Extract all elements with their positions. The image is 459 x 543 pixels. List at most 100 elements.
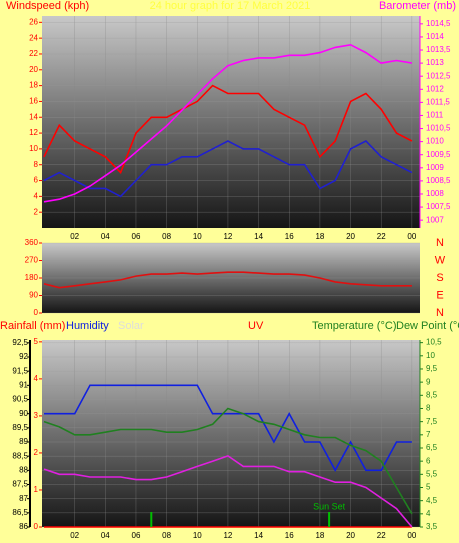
legend-label: Humidity bbox=[66, 320, 109, 332]
y-tick-label: 3,5 bbox=[426, 522, 438, 531]
compass-label: N bbox=[436, 237, 444, 249]
y-tick-label: 6 bbox=[426, 456, 431, 465]
x-tick-label: 06 bbox=[132, 232, 141, 241]
y-tick-label: 1009 bbox=[426, 163, 444, 172]
y-tick-label: 0 bbox=[34, 522, 39, 531]
x-tick-label: 22 bbox=[377, 531, 386, 540]
y-tick-label: 2 bbox=[34, 207, 39, 216]
y-tick-label: 92 bbox=[19, 352, 28, 361]
y-tick-label: 1007,5 bbox=[426, 202, 451, 211]
y-tick-label: 87 bbox=[19, 494, 28, 503]
y-tick-label: 87,5 bbox=[12, 480, 28, 489]
y-tick-label: 1013,5 bbox=[426, 45, 451, 54]
y-tick-label: 9 bbox=[426, 377, 431, 386]
annotation: Sun Set bbox=[313, 501, 346, 511]
series-line bbox=[43, 455, 413, 528]
legend-label: Temperature (°C) bbox=[312, 320, 396, 332]
y-tick-label: 1009,5 bbox=[426, 150, 451, 159]
y-tick-label: 1011,5 bbox=[426, 97, 450, 106]
y-tick-label: 9,5 bbox=[426, 364, 438, 373]
x-tick-label: 22 bbox=[377, 232, 386, 241]
y-tick-label: 18 bbox=[29, 81, 38, 90]
x-tick-label: 00 bbox=[407, 531, 416, 540]
wind-label: Windspeed (kph) bbox=[6, 0, 89, 12]
x-tick-label: 04 bbox=[101, 531, 110, 540]
y-tick-label: 22 bbox=[29, 49, 38, 58]
x-tick-label: 16 bbox=[285, 232, 294, 241]
y-tick-label: 90 bbox=[29, 291, 38, 300]
y-tick-label: 20 bbox=[29, 65, 38, 74]
y-tick-label: 91,5 bbox=[12, 366, 28, 375]
y-tick-label: 1011 bbox=[426, 111, 444, 120]
y-tick-label: 3 bbox=[34, 411, 39, 420]
y-tick-label: 6 bbox=[34, 176, 39, 185]
y-tick-label: 14 bbox=[29, 112, 38, 121]
y-tick-label: 5 bbox=[34, 337, 39, 346]
y-tick-label: 1010,5 bbox=[426, 124, 451, 133]
y-tick-label: 1012,5 bbox=[426, 71, 451, 80]
y-tick-label: 7 bbox=[426, 430, 431, 439]
y-tick-label: 270 bbox=[25, 256, 39, 265]
x-tick-label: 14 bbox=[254, 531, 263, 540]
y-tick-label: 8,5 bbox=[426, 390, 438, 399]
series-line bbox=[43, 43, 413, 203]
y-tick-label: 1008,5 bbox=[426, 176, 451, 185]
y-tick-label: 86 bbox=[19, 522, 28, 531]
baro-label: Barometer (mb) bbox=[379, 0, 456, 12]
y-tick-label: 7,5 bbox=[426, 417, 438, 426]
x-tick-label: 00 bbox=[407, 232, 416, 241]
y-tick-label: 10,5 bbox=[426, 338, 442, 347]
series-line bbox=[43, 84, 413, 175]
compass-label: N bbox=[436, 307, 444, 319]
y-tick-label: 26 bbox=[29, 17, 38, 26]
plot-area bbox=[42, 16, 420, 228]
y-tick-label: 5,5 bbox=[426, 469, 438, 478]
x-tick-label: 08 bbox=[162, 531, 171, 540]
y-tick-label: 1 bbox=[34, 485, 39, 494]
y-tick-label: 90,5 bbox=[12, 395, 28, 404]
y-tick-label: 1014 bbox=[426, 32, 444, 41]
legend-label: Rainfall (mm) bbox=[0, 320, 65, 332]
series-line bbox=[44, 384, 412, 472]
y-tick-label: 4 bbox=[426, 509, 431, 518]
y-tick-label: 91 bbox=[19, 380, 28, 389]
legend-label: UV bbox=[248, 320, 264, 332]
y-tick-label: 6,5 bbox=[426, 443, 438, 452]
x-tick-label: 12 bbox=[223, 531, 232, 540]
y-tick-label: 92,5 bbox=[12, 338, 28, 347]
x-tick-label: 18 bbox=[315, 531, 324, 540]
y-tick-label: 180 bbox=[25, 273, 39, 282]
y-tick-label: 4,5 bbox=[426, 496, 438, 505]
compass-label: E bbox=[436, 289, 443, 301]
x-tick-label: 04 bbox=[101, 232, 110, 241]
y-tick-label: 1008 bbox=[426, 189, 444, 198]
y-tick-label: 0 bbox=[34, 308, 39, 317]
y-tick-label: 2 bbox=[34, 448, 39, 457]
series-line bbox=[43, 140, 413, 198]
title: 24 hour graph for 17 March 2021 bbox=[150, 0, 311, 12]
x-tick-label: 10 bbox=[193, 232, 202, 241]
y-tick-label: 88 bbox=[19, 465, 28, 474]
x-tick-label: 16 bbox=[285, 531, 294, 540]
y-tick-label: 89,5 bbox=[12, 423, 28, 432]
legend-label: Dew Point (°C) bbox=[396, 320, 459, 332]
series-line bbox=[43, 271, 412, 289]
y-tick-label: 1007 bbox=[426, 215, 444, 224]
y-tick-label: 8 bbox=[34, 160, 39, 169]
y-tick-label: 86,5 bbox=[12, 508, 28, 517]
y-tick-label: 90 bbox=[19, 409, 28, 418]
y-tick-label: 12 bbox=[29, 128, 38, 137]
y-tick-label: 10 bbox=[426, 351, 435, 360]
compass-label: S bbox=[436, 272, 443, 284]
x-tick-label: 14 bbox=[254, 232, 263, 241]
y-tick-label: 1014,5 bbox=[426, 19, 451, 28]
y-tick-label: 89 bbox=[19, 437, 28, 446]
y-tick-label: 8 bbox=[426, 404, 431, 413]
y-tick-label: 10 bbox=[29, 144, 38, 153]
compass-label: W bbox=[435, 254, 446, 266]
y-tick-label: 4 bbox=[34, 374, 39, 383]
series-line bbox=[43, 407, 413, 515]
x-tick-label: 12 bbox=[223, 232, 232, 241]
x-tick-label: 02 bbox=[70, 531, 79, 540]
x-tick-label: 08 bbox=[162, 232, 171, 241]
